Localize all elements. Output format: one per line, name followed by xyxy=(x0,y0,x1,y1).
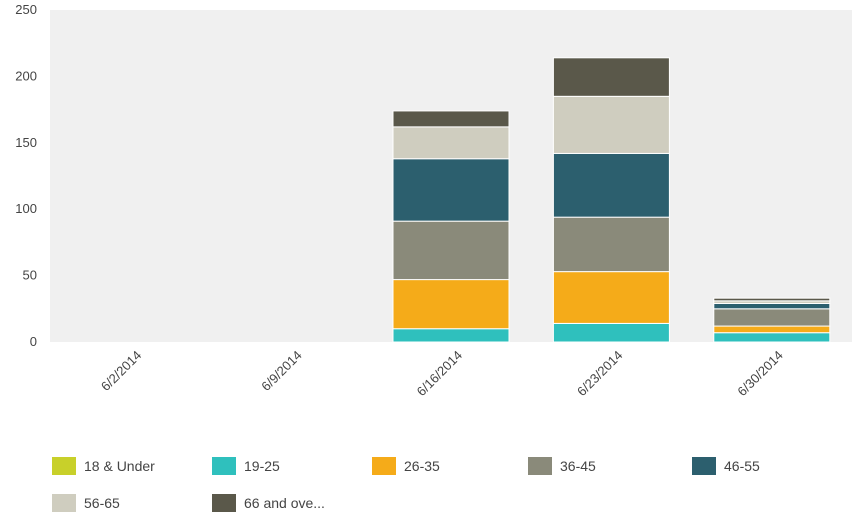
legend-item[interactable]: 26-35 xyxy=(372,456,440,476)
x-tick-label: 6/16/2014 xyxy=(414,348,466,400)
y-tick-label: 200 xyxy=(15,68,37,83)
bars xyxy=(392,57,831,343)
x-tick-label: 6/9/2014 xyxy=(258,348,304,394)
legend-label: 18 & Under xyxy=(84,458,155,474)
legend-swatch xyxy=(692,457,716,475)
legend-label: 56-65 xyxy=(84,495,120,511)
legend-label: 46-55 xyxy=(724,458,760,474)
y-tick-label: 100 xyxy=(15,201,37,216)
legend-item[interactable]: 66 and ove... xyxy=(212,493,325,513)
bar-segment[interactable] xyxy=(713,302,831,310)
bar-segment[interactable] xyxy=(552,152,670,218)
bar-segment[interactable] xyxy=(552,322,670,343)
bar-segment[interactable] xyxy=(552,216,670,273)
legend-swatch xyxy=(528,457,552,475)
bar-segment[interactable] xyxy=(392,126,510,160)
legend-label: 19-25 xyxy=(244,458,280,474)
legend-swatch xyxy=(52,494,76,512)
bar-segment[interactable] xyxy=(713,325,831,334)
bar-segment[interactable] xyxy=(552,95,670,154)
y-tick-label: 50 xyxy=(23,268,37,283)
y-axis: 0 50 100 150 200 250 xyxy=(15,2,37,349)
legend-label: 26-35 xyxy=(404,458,440,474)
legend-item[interactable]: 18 & Under xyxy=(52,456,155,476)
bar-segment[interactable] xyxy=(392,279,510,330)
bar-segment[interactable] xyxy=(713,297,831,302)
x-axis: 6/2/2014 6/9/2014 6/16/2014 6/23/2014 6/30/2… xyxy=(98,348,786,400)
legend-swatch xyxy=(52,457,76,475)
legend-label: 36-45 xyxy=(560,458,596,474)
legend-label: 66 and ove... xyxy=(244,495,325,511)
legend-item[interactable]: 36-45 xyxy=(528,456,596,476)
bar-segment[interactable] xyxy=(392,328,510,343)
legend-swatch xyxy=(212,457,236,475)
x-tick-label: 6/30/2014 xyxy=(734,348,786,400)
bar-segment[interactable] xyxy=(392,158,510,222)
legend-swatch xyxy=(212,494,236,512)
x-tick-label: 6/2/2014 xyxy=(98,348,144,394)
legend-item[interactable]: 56-65 xyxy=(52,493,120,513)
bar-segment[interactable] xyxy=(552,57,670,97)
bar-segment[interactable] xyxy=(392,220,510,281)
y-tick-label: 150 xyxy=(15,135,37,150)
legend-swatch xyxy=(372,457,396,475)
bar-segment[interactable] xyxy=(392,110,510,128)
bar-segment[interactable] xyxy=(713,308,831,327)
y-tick-label: 0 xyxy=(30,334,37,349)
x-tick-label: 6/23/2014 xyxy=(574,348,626,400)
legend-item[interactable]: 46-55 xyxy=(692,456,760,476)
y-tick-label: 250 xyxy=(15,2,37,17)
legend-item[interactable]: 19-25 xyxy=(212,456,280,476)
bar-segment[interactable] xyxy=(713,332,831,343)
bar-segment[interactable] xyxy=(552,271,670,324)
